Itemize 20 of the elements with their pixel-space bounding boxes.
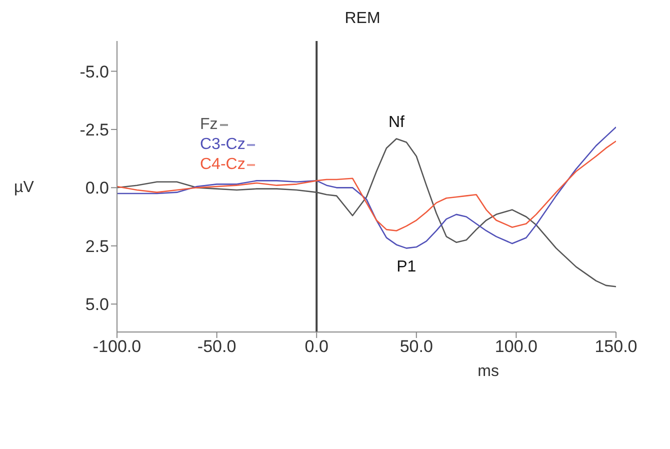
annotation: P1: [396, 258, 416, 276]
legend-label: C4-Cz: [200, 155, 246, 175]
line-series: [117, 138, 616, 288]
x-tick-label: 150.0: [594, 337, 638, 356]
chart-title: REM: [344, 10, 382, 28]
y-tick-label: -2.5: [80, 120, 109, 140]
x-tick-label: -100.0: [92, 337, 142, 356]
legend-label: Fz: [200, 115, 218, 135]
y-tick-label: 2.5: [85, 236, 109, 256]
annotation: Nf: [388, 114, 405, 131]
x-tick-label: 0.0: [304, 337, 328, 356]
y-axis-title: µV: [14, 179, 34, 196]
legend-label: C3-Cz: [200, 135, 246, 155]
y-tick-label: 0.0: [85, 178, 109, 198]
y-tick-label: 5.0: [85, 295, 109, 314]
x-tick-label: 100.0: [494, 337, 538, 356]
y-tick-label: -5.0: [80, 62, 109, 82]
x-tick-label: -50.0: [197, 337, 236, 356]
x-axis-title: ms: [478, 363, 499, 380]
x-tick-label: 50.0: [400, 337, 433, 356]
